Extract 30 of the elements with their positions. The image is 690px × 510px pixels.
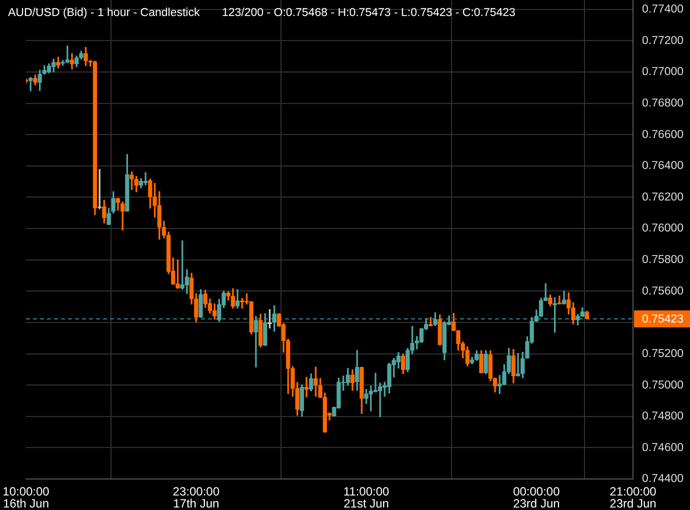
- y-tick-label: 0.77400: [642, 4, 684, 16]
- y-tick-label: 0.77000: [642, 66, 684, 78]
- y-tick-label: 0.76200: [642, 191, 684, 204]
- x-tick-label: 11:00:00 21st Jun: [343, 484, 390, 510]
- candlestick: [516, 352, 520, 376]
- y-tick-label: 0.74800: [642, 410, 684, 423]
- text: AUD/USD (Bid) - 1 hour - Candlestick: [8, 7, 200, 19]
- candlestick: [373, 372, 378, 392]
- y-tick-label: 0.75200: [642, 348, 684, 360]
- y-tick-label: 0.76400: [642, 160, 684, 172]
- x-tick-label: 23:00:00 17th Jun: [172, 484, 220, 510]
- y-tick-label: 0.75000: [642, 379, 684, 392]
- y-tick-label: 0.76600: [642, 128, 684, 141]
- y-tick-label: 0.76000: [642, 222, 684, 235]
- x-tick-label: 00:00:00 23rd Jun: [513, 484, 560, 510]
- candlestick: [254, 316, 258, 368]
- text: 123/200 - O:0.75468 - H:0.75473 - L:0.75423 - C:0.75423: [222, 7, 516, 19]
- candlestick: [557, 296, 562, 304]
- x-tick-label: 21:00:00 23rd Jun: [610, 484, 657, 510]
- x-tick-label: 10:00:00 16th Jun: [2, 484, 50, 510]
- candlestick: [98, 169, 102, 210]
- y-tick-label: 0.74600: [642, 442, 684, 454]
- y-tick-label: 0.74400: [642, 473, 684, 486]
- candlestick: [143, 172, 148, 186]
- y-tick-label: 0.76800: [642, 97, 684, 110]
- y-tick-label: 0.75600: [642, 285, 684, 298]
- y-tick-label: 0.77200: [642, 34, 684, 47]
- candlestick: [304, 376, 309, 398]
- y-tick-label: 0.75800: [642, 254, 684, 266]
- ref-line-label: 0.75423: [642, 314, 684, 326]
